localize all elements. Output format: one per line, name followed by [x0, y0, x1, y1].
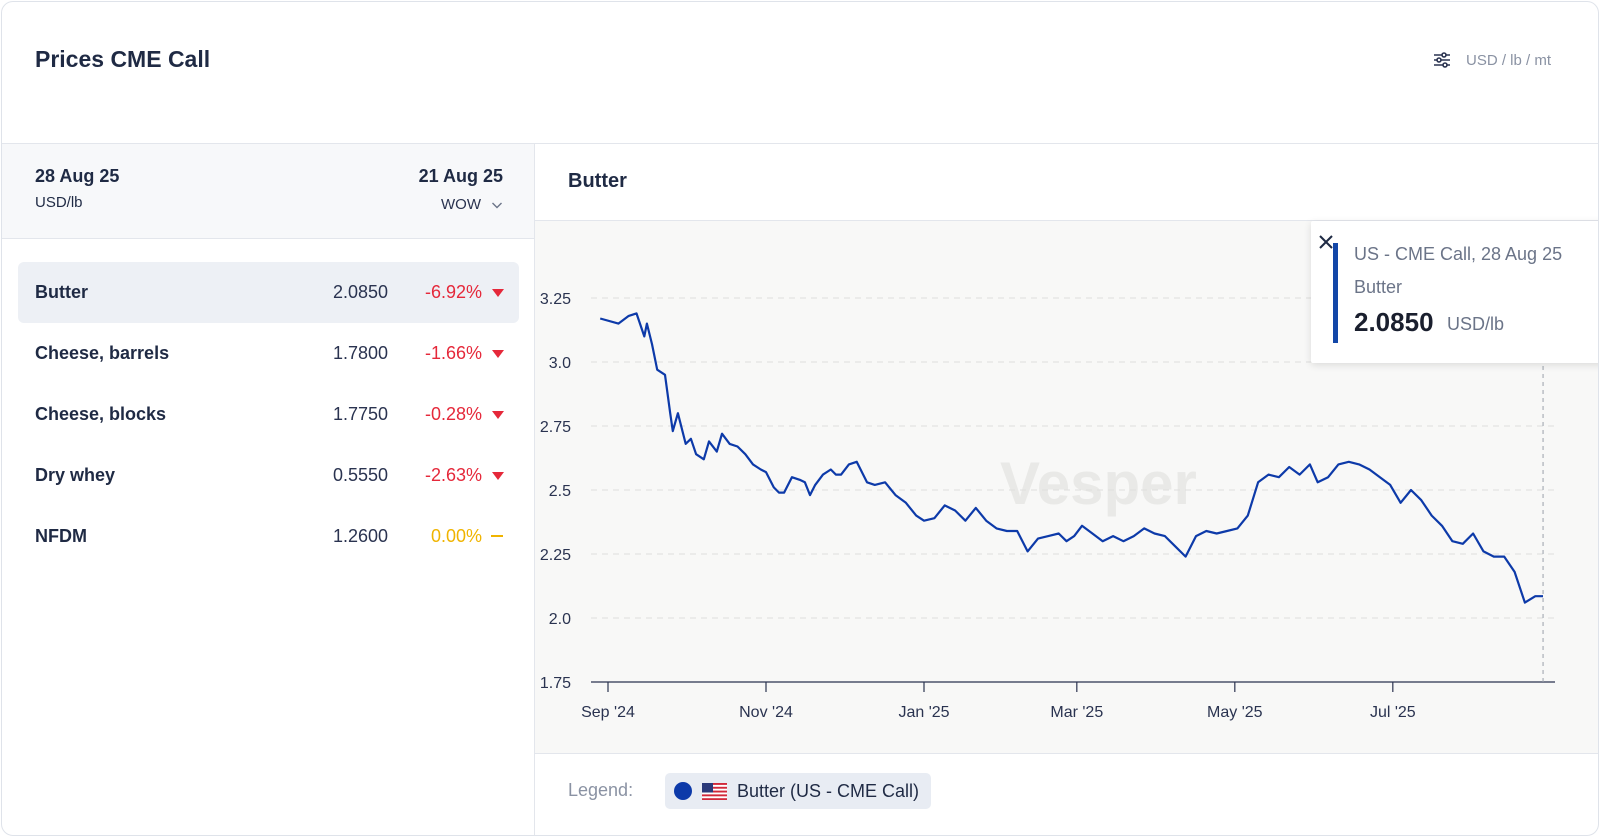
tooltip-series-date: US - CME Call, 28 Aug 25 [1354, 244, 1563, 264]
legend-item-label: Butter (US - CME Call) [737, 780, 920, 801]
down-arrow-icon [492, 289, 504, 297]
price-row[interactable]: Dry whey 0.5550 -2.63% [18, 445, 519, 506]
chart-panel: Butter Vesper 1.75 2.0 2.25 2.5 2.75 3.0 3.25 Se… [535, 144, 1599, 835]
down-arrow-icon [492, 472, 504, 480]
product-price: 2.0850 [332, 282, 388, 302]
product-change: -2.63% [424, 465, 482, 485]
unit-toggle-label: USD / lb / mt [1465, 51, 1551, 69]
price-list: Butter 2.0850 -6.92% Cheese, barrels 1.7… [18, 262, 519, 567]
x-tick-label: Mar '25 [1050, 704, 1103, 721]
y-tick-label: 2.5 [549, 483, 571, 500]
down-arrow-icon [492, 411, 504, 419]
product-name: Cheese, blocks [35, 404, 167, 424]
product-name: NFDM [35, 526, 87, 546]
legend-item[interactable]: Butter (US - CME Call) [665, 773, 932, 809]
tooltip-series-bar [1333, 243, 1338, 343]
x-tick-label: May '25 [1207, 704, 1263, 721]
price-list-panel: 28 Aug 25 USD/lb 21 Aug 25 WOW Butter 2.… [2, 144, 535, 835]
page-title: Prices CME Call [35, 46, 211, 72]
tooltip-product: Butter [1354, 277, 1403, 297]
chart-legend: Legend: Butter (US - CME Call) [535, 755, 1598, 835]
y-tick-label: 2.75 [540, 419, 571, 436]
y-tick-label: 3.25 [540, 291, 571, 308]
product-name: Butter [35, 282, 88, 302]
chart-watermark: Vesper [1000, 450, 1197, 517]
line-chart[interactable]: Vesper 1.75 2.0 2.25 2.5 2.75 3.0 3.25 Sep '24 No… [535, 221, 1599, 754]
card-header: Prices CME Call USD / lb / mt [2, 2, 1598, 144]
price-row[interactable]: Butter 2.0850 -6.92% [18, 262, 519, 323]
product-name: Cheese, barrels [35, 343, 170, 363]
close-icon[interactable] [1311, 227, 1341, 257]
price-row[interactable]: Cheese, barrels 1.7800 -1.66% [18, 323, 519, 384]
y-tick-label: 2.25 [540, 547, 571, 564]
product-price: 1.2600 [332, 526, 388, 546]
current-unit: USD/lb [35, 194, 83, 211]
product-price: 0.5550 [332, 465, 388, 485]
tooltip-value: 2.0850 [1354, 307, 1434, 337]
price-row[interactable]: Cheese, blocks 1.7750 -0.28% [18, 384, 519, 445]
y-tick-label: 2.0 [549, 611, 571, 628]
unit-toggle[interactable]: USD / lb / mt [1432, 50, 1551, 70]
product-change: -1.66% [424, 343, 482, 363]
down-arrow-icon [492, 350, 504, 358]
chart-title: Butter [568, 170, 627, 192]
chart-area[interactable]: Vesper 1.75 2.0 2.25 2.5 2.75 3.0 3.25 Sep '24 No… [535, 221, 1599, 754]
tooltip-unit: USD/lb [1447, 314, 1505, 334]
product-name: Dry whey [35, 465, 116, 485]
us-flag-icon [702, 782, 727, 800]
sliders-icon [1433, 52, 1450, 68]
compare-mode-label: WOW [441, 196, 481, 213]
product-price: 1.7800 [332, 343, 388, 363]
legend-label: Legend: [568, 780, 634, 800]
current-date: 28 Aug 25 [35, 166, 120, 186]
chart-header: Butter [535, 144, 1598, 221]
y-tick-label: 3.0 [549, 355, 571, 372]
product-change: -0.28% [424, 404, 482, 424]
compare-mode-select[interactable]: WOW [441, 196, 503, 213]
y-tick-label: 1.75 [540, 675, 571, 692]
price-list-header: 28 Aug 25 USD/lb 21 Aug 25 WOW [2, 144, 534, 239]
product-price: 1.7750 [332, 404, 388, 424]
flat-dash-icon [491, 535, 503, 537]
product-change: -6.92% [424, 282, 482, 302]
chevron-down-icon [492, 202, 502, 208]
product-change: 0.00% [430, 526, 482, 546]
x-tick-label: Nov '24 [739, 704, 793, 721]
x-tick-label: Jan '25 [898, 704, 949, 721]
series-color-dot [674, 782, 692, 800]
compare-date: 21 Aug 25 [418, 166, 503, 186]
chart-tooltip: US - CME Call, 28 Aug 25 Butter 2.0850 U… [1311, 221, 1598, 363]
x-tick-label: Jul '25 [1370, 704, 1416, 721]
price-row[interactable]: NFDM 1.2600 0.00% [18, 506, 519, 567]
series-line-butter [599, 312, 1543, 604]
x-tick-label: Sep '24 [581, 704, 635, 721]
